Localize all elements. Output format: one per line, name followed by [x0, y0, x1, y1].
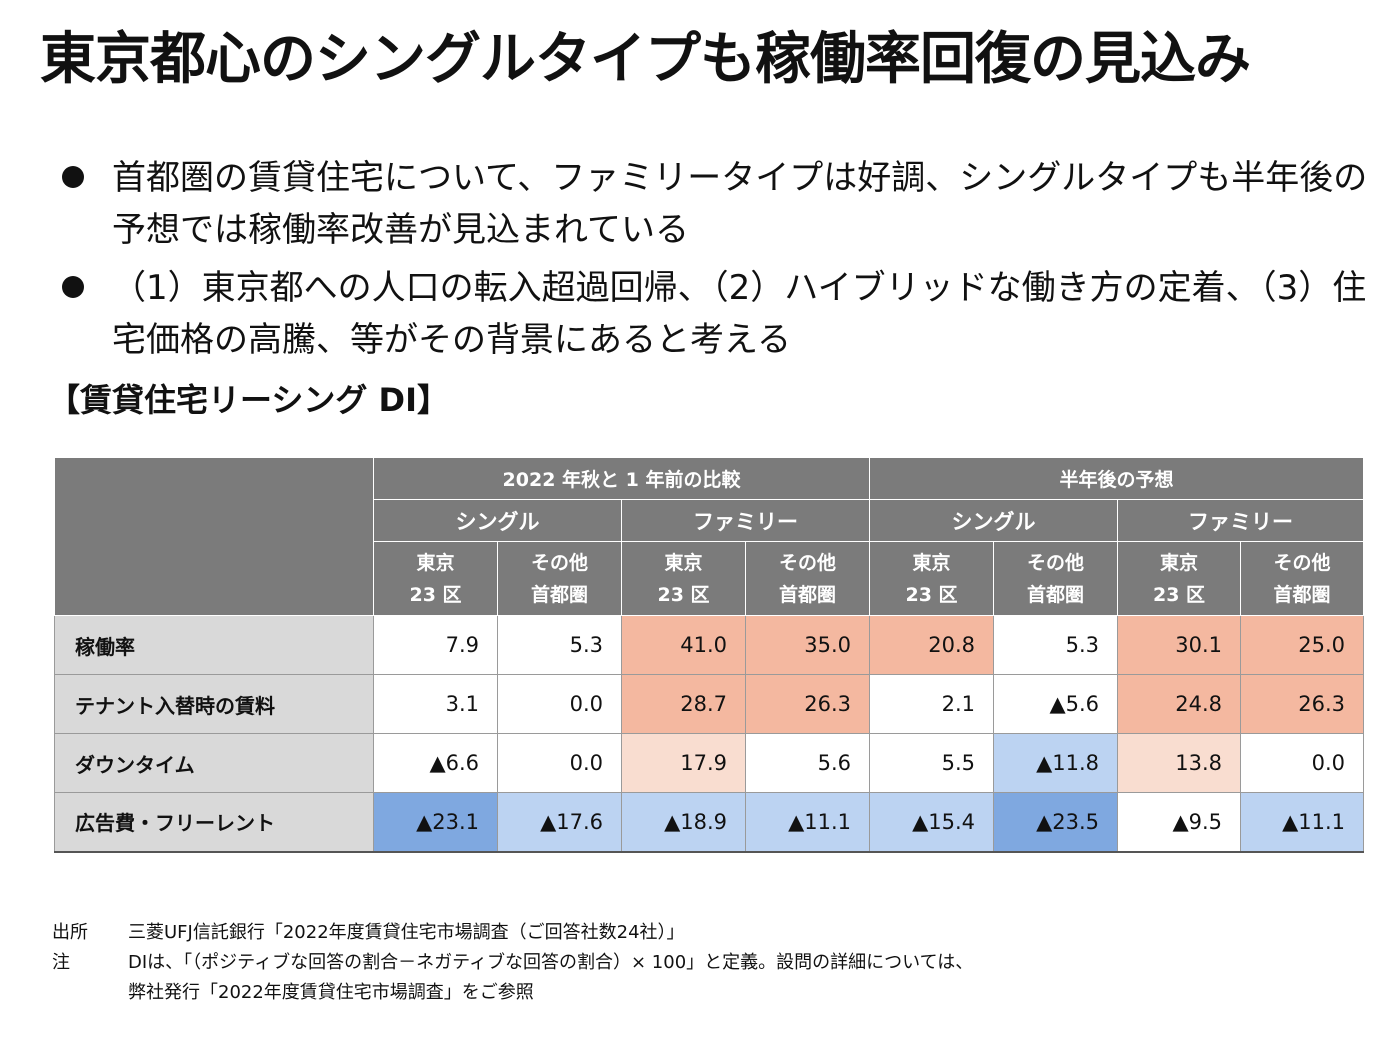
bullet-dot-icon — [62, 276, 84, 298]
header-region-line: 23 区 — [905, 583, 958, 606]
table-cell: ▲23.5 — [993, 792, 1119, 853]
table-cell: 13.8 — [1117, 733, 1242, 793]
table-cell: ▲11.1 — [744, 792, 871, 853]
header-region-line: その他 — [530, 551, 588, 574]
table-cell: ▲5.6 — [993, 674, 1119, 734]
footnotes: 出所 三菱UFJ信託銀行「2022年度賃貸住宅市場調査（ご回答社数24社）」注 DI… — [52, 918, 1252, 1008]
note-key: 出所 — [52, 922, 88, 943]
table-cell: 5.3 — [497, 615, 622, 675]
header-group: 半年後の予想 — [869, 457, 1365, 500]
row-label: 稼働率 — [54, 615, 374, 675]
header-type: シングル — [869, 499, 1119, 542]
table-cell: 7.9 — [373, 615, 498, 675]
note-key — [52, 978, 128, 1008]
bullet-list: 首都圏の賃貸住宅について、ファミリータイプは好調、シングルタイプも半年後の予想で… — [62, 152, 1382, 372]
note-text: DIは、「（ポジティブな回答の割合－ネガティブな回答の割合）× 100」と定義。… — [128, 952, 974, 973]
header-region: その他 首都圏 — [1240, 541, 1365, 616]
table-caption: 【賃貸住宅リーシング DI】 — [48, 381, 449, 419]
table-cell: 17.9 — [621, 733, 746, 793]
header-region-line: 首都圏 — [1273, 583, 1331, 606]
table-cell: ▲11.1 — [1240, 792, 1365, 853]
header-region-line: 首都圏 — [1027, 583, 1085, 606]
table-cell: 30.1 — [1117, 615, 1242, 675]
table-cell: ▲17.6 — [497, 792, 622, 853]
table-row: 広告費・フリーレント ▲23.1 ▲17.6 ▲18.9 ▲11.1 ▲15.4 ▲23.5… — [54, 792, 1365, 853]
table-row: テナント入替時の賃料 3.1 0.0 28.7 26.3 2.1 ▲5.6 24.8 26.3 — [54, 674, 1365, 734]
table-cell: 5.3 — [993, 615, 1119, 675]
table-cell: 5.6 — [744, 733, 871, 793]
table-cell: 2.1 — [869, 674, 995, 734]
header-region: 東京 23 区 — [373, 541, 498, 616]
note-key: 注 — [52, 952, 70, 973]
header-region: その他 首都圏 — [744, 541, 871, 616]
header-region-line: 東京 — [912, 551, 951, 574]
table-cell: 24.8 — [1117, 674, 1242, 734]
header-region-line: 東京 — [1160, 551, 1199, 574]
bullet-item: 首都圏の賃貸住宅について、ファミリータイプは好調、シングルタイプも半年後の予想で… — [62, 152, 1382, 256]
header-region-line: 首都圏 — [779, 583, 837, 606]
table-cell: 26.3 — [744, 674, 871, 734]
table-cell: 0.0 — [497, 733, 622, 793]
bullet-dot-icon — [62, 166, 84, 188]
header-region: 東京 23 区 — [1117, 541, 1242, 616]
bullet-text: 首都圏の賃貸住宅について、ファミリータイプは好調、シングルタイプも半年後の予想で… — [112, 158, 1368, 250]
header-region-line: その他 — [1273, 551, 1331, 574]
table-cell: ▲23.1 — [373, 792, 498, 853]
table-cell: 0.0 — [1240, 733, 1365, 793]
note-row: 注 DIは、「（ポジティブな回答の割合－ネガティブな回答の割合）× 100」と定義… — [52, 948, 1252, 978]
table-cell: 20.8 — [869, 615, 995, 675]
header-type: ファミリー — [620, 499, 871, 542]
table-cell: ▲18.9 — [621, 792, 746, 853]
header-region-line: 23 区 — [657, 583, 710, 606]
header-region-line: 東京 — [664, 551, 703, 574]
table-cell: 28.7 — [621, 674, 746, 734]
table-row: 稼働率 7.9 5.3 41.0 35.0 20.8 5.3 30.1 25.0 — [54, 615, 1365, 675]
table-cell: 25.0 — [1240, 615, 1365, 675]
note-row: 出所 三菱UFJ信託銀行「2022年度賃貸住宅市場調査（ご回答社数24社）」 — [52, 918, 1252, 948]
header-region-line: その他 — [779, 551, 837, 574]
row-label: テナント入替時の賃料 — [54, 674, 374, 734]
note-row: 弊社発行「2022年度賃貸住宅市場調査」をご参照 — [52, 978, 1252, 1008]
header-type: ファミリー — [1117, 499, 1365, 542]
table-cell: ▲15.4 — [869, 792, 995, 853]
bullet-item: （1）東京都への人口の転入超過回帰、（2）ハイブリッドな働き方の定着、（3）住宅… — [62, 262, 1382, 366]
table-cell: 0.0 — [497, 674, 622, 734]
table-cell: 41.0 — [621, 615, 746, 675]
table-cell: 26.3 — [1240, 674, 1365, 734]
header-region-line: 23 区 — [409, 583, 462, 606]
header-region: その他 首都圏 — [497, 541, 622, 616]
header-region: その他 首都圏 — [993, 541, 1119, 616]
header-region-line: その他 — [1027, 551, 1085, 574]
leasing-di-table: 2022 年秋と 1 年前の比較 半年後の予想 シングル ファミリー シングル … — [54, 457, 1365, 853]
header-region-line: 23 区 — [1152, 583, 1206, 606]
row-label: ダウンタイム — [54, 733, 374, 793]
header-region-line: 東京 — [416, 551, 455, 574]
table-cell: ▲6.6 — [373, 733, 498, 793]
bullet-text: （1）東京都への人口の転入超過回帰、（2）ハイブリッドな働き方の定着、（3）住宅… — [112, 268, 1367, 360]
table-cell: 3.1 — [373, 674, 498, 734]
header-corner — [54, 457, 374, 616]
header-region: 東京 23 区 — [621, 541, 746, 616]
header-region-line: 首都圏 — [530, 583, 588, 606]
table-cell: 5.5 — [869, 733, 995, 793]
table-cell: ▲11.8 — [993, 733, 1119, 793]
note-text: 弊社発行「2022年度賃貸住宅市場調査」をご参照 — [128, 982, 534, 1003]
header-region: 東京 23 区 — [869, 541, 995, 616]
table-row: ダウンタイム ▲6.6 0.0 17.9 5.6 5.5 ▲11.8 13.8 0.0 — [54, 733, 1365, 793]
header-group: 2022 年秋と 1 年前の比較 — [372, 457, 871, 500]
table-cell: ▲9.5 — [1117, 792, 1242, 853]
page-title: 東京都心のシングルタイプも稼働率回復の見込み — [40, 27, 1251, 92]
row-label: 広告費・フリーレント — [54, 792, 374, 853]
table-cell: 35.0 — [744, 615, 871, 675]
note-text: 三菱UFJ信託銀行「2022年度賃貸住宅市場調査（ご回答社数24社）」 — [128, 922, 685, 943]
header-type: シングル — [373, 499, 622, 542]
